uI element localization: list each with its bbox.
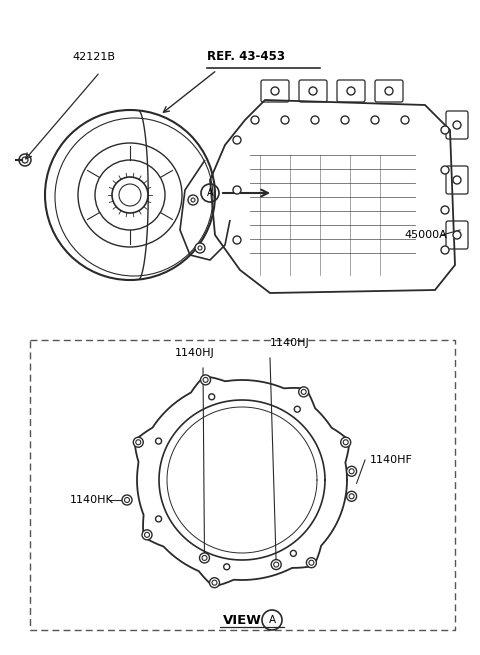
Circle shape [343,440,348,445]
Circle shape [251,116,259,124]
Circle shape [281,116,289,124]
Circle shape [203,377,208,383]
Circle shape [349,469,354,474]
Circle shape [347,491,357,501]
Circle shape [453,121,461,129]
Circle shape [209,578,219,588]
Circle shape [142,530,152,540]
Circle shape [309,560,314,565]
Circle shape [299,387,309,397]
Circle shape [133,438,144,447]
Circle shape [341,438,351,447]
Circle shape [144,533,149,537]
Circle shape [441,166,449,174]
Circle shape [453,176,461,184]
Text: REF. 43-453: REF. 43-453 [207,50,285,63]
Circle shape [271,559,281,570]
Circle shape [371,116,379,124]
Text: 1140HF: 1140HF [370,455,413,465]
Circle shape [233,236,241,244]
Circle shape [453,231,461,239]
Circle shape [385,87,393,95]
Text: 1140HK: 1140HK [70,495,114,505]
Circle shape [341,116,349,124]
Text: 1140HJ: 1140HJ [175,348,215,358]
Text: A: A [268,615,276,625]
Circle shape [347,466,357,476]
Circle shape [122,495,132,505]
Circle shape [209,394,215,400]
Circle shape [441,126,449,134]
Circle shape [301,389,306,394]
Circle shape [274,562,279,567]
Circle shape [309,87,317,95]
Circle shape [195,243,205,253]
Circle shape [202,555,207,561]
Circle shape [306,557,316,568]
Circle shape [191,198,195,202]
Text: A: A [207,188,213,198]
Text: 45000A: 45000A [404,230,447,240]
Text: 1140HJ: 1140HJ [270,338,310,348]
Circle shape [290,550,296,556]
Circle shape [271,87,279,95]
Circle shape [136,440,141,445]
Circle shape [201,375,211,385]
Text: VIEW: VIEW [223,614,262,626]
Text: 42121B: 42121B [72,52,115,62]
Circle shape [349,494,354,499]
Circle shape [311,116,319,124]
Circle shape [224,564,230,570]
Circle shape [233,186,241,194]
Circle shape [124,498,130,502]
Circle shape [188,195,198,205]
Circle shape [233,136,241,144]
Circle shape [441,206,449,214]
Circle shape [401,116,409,124]
Circle shape [441,246,449,254]
Circle shape [347,87,355,95]
Circle shape [200,553,209,563]
Circle shape [156,516,162,522]
Circle shape [156,438,162,444]
Circle shape [212,580,217,585]
Circle shape [198,246,202,250]
Circle shape [294,406,300,412]
